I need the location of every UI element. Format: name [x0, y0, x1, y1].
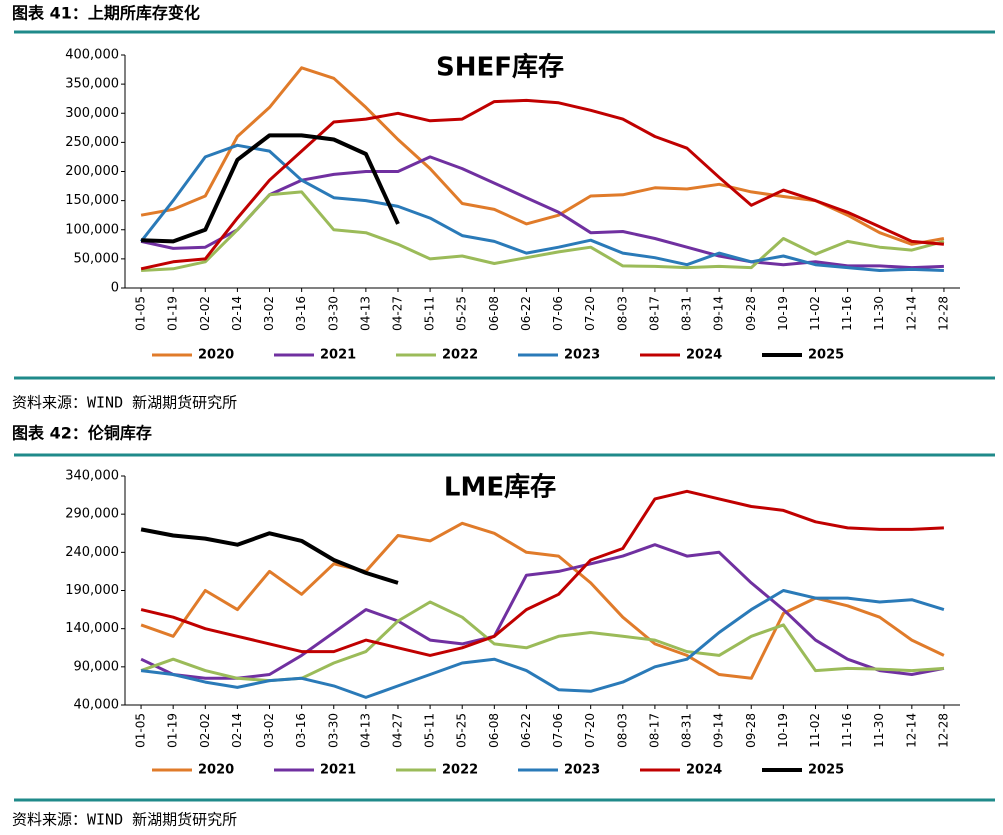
- y-tick-label: 300,000: [65, 106, 119, 121]
- x-tick-label: 02-02: [198, 296, 212, 331]
- y-tick-label: 40,000: [74, 698, 120, 713]
- x-tick-label: 03-16: [294, 296, 308, 331]
- series-line: [140, 98, 945, 271]
- x-tick-label: 09-14: [712, 713, 726, 748]
- legend-label: 2021: [320, 348, 356, 363]
- series-line: [140, 589, 945, 699]
- legend-label: 2024: [686, 763, 722, 778]
- x-tick-label: 05-25: [455, 296, 469, 331]
- x-tick-label: 02-14: [230, 713, 244, 748]
- x-tick-label: 10-19: [776, 713, 790, 748]
- y-tick-label: 140,000: [65, 621, 119, 636]
- y-tick-label: 400,000: [65, 48, 119, 63]
- x-tick-label: 08-03: [615, 713, 629, 748]
- series-line: [141, 133, 400, 244]
- x-tick-label: 03-16: [294, 713, 308, 748]
- y-tick-label: 350,000: [65, 77, 119, 92]
- x-tick-label: 11-02: [808, 296, 822, 331]
- x-tick-label: 07-20: [583, 713, 597, 748]
- chart-title: SHEF库存: [436, 53, 564, 83]
- x-tick-label: 08-31: [680, 296, 694, 331]
- legend-label: 2024: [686, 348, 722, 363]
- x-tick-label: 12-28: [936, 713, 950, 748]
- x-tick-label: 04-27: [390, 296, 404, 331]
- x-tick-label: 12-28: [936, 296, 950, 331]
- x-tick-label: 11-30: [872, 296, 886, 331]
- x-tick-label: 08-03: [615, 296, 629, 331]
- x-tick-label: 05-25: [455, 713, 469, 748]
- x-tick-label: 01-05: [134, 713, 148, 748]
- x-tick-label: 06-22: [519, 713, 533, 748]
- x-tick-label: 09-14: [712, 296, 726, 331]
- x-tick-label: 01-19: [166, 713, 180, 748]
- x-tick-label: 08-17: [647, 296, 661, 331]
- series-line: [140, 489, 944, 657]
- x-tick-label: 11-16: [840, 296, 854, 331]
- legend-label: 2022: [442, 348, 478, 363]
- x-tick-label: 11-30: [872, 713, 886, 748]
- legend-label: 2023: [564, 348, 600, 363]
- x-tick-label: 04-13: [358, 713, 372, 748]
- legend-label: 2022: [442, 763, 478, 778]
- x-tick-label: 10-19: [776, 296, 790, 331]
- source: 资料来源：WIND 新湖期货研究所: [12, 394, 237, 412]
- x-tick-label: 06-08: [487, 296, 501, 331]
- legend-label: 2023: [564, 763, 600, 778]
- x-tick-label: 12-14: [904, 713, 918, 748]
- series-line: [140, 521, 945, 680]
- x-tick-label: 06-08: [487, 713, 501, 748]
- y-tick-label: 0: [111, 281, 119, 296]
- series-line: [139, 143, 944, 272]
- x-tick-label: 03-02: [262, 713, 276, 748]
- legend-label: 2025: [808, 348, 844, 363]
- y-tick-label: 200,000: [65, 164, 119, 179]
- x-tick-label: 11-02: [808, 713, 822, 748]
- x-tick-label: 09-28: [744, 713, 758, 748]
- series-line: [140, 543, 945, 680]
- series-line: [140, 66, 945, 246]
- y-tick-label: 90,000: [74, 659, 120, 674]
- legend-label: 2020: [198, 348, 234, 363]
- y-tick-label: 340,000: [65, 469, 119, 484]
- x-tick-label: 09-28: [744, 296, 758, 331]
- x-tick-label: 03-30: [326, 296, 340, 331]
- figure-label: 图表 41：上期所库存变化: [12, 4, 200, 23]
- series-line: [140, 527, 399, 585]
- legend-label: 2025: [808, 763, 844, 778]
- chart-title: LME库存: [444, 473, 556, 503]
- x-tick-label: 07-06: [551, 713, 565, 748]
- y-tick-label: 150,000: [65, 193, 119, 208]
- x-tick-label: 08-31: [680, 713, 694, 748]
- x-tick-label: 05-11: [423, 713, 437, 748]
- x-tick-label: 06-22: [519, 296, 533, 331]
- x-tick-label: 08-17: [647, 713, 661, 748]
- x-tick-label: 03-02: [262, 296, 276, 331]
- series-line: [141, 190, 945, 272]
- x-tick-label: 05-11: [423, 296, 437, 331]
- x-tick-label: 11-16: [840, 713, 854, 748]
- y-tick-label: 190,000: [65, 583, 119, 598]
- x-tick-label: 07-06: [551, 296, 565, 331]
- x-tick-label: 04-13: [358, 296, 372, 331]
- y-tick-label: 50,000: [74, 251, 120, 266]
- x-tick-label: 01-19: [166, 296, 180, 331]
- y-tick-label: 290,000: [65, 507, 119, 522]
- x-tick-label: 12-14: [904, 296, 918, 331]
- y-tick-label: 240,000: [65, 545, 119, 560]
- y-tick-label: 250,000: [65, 135, 119, 150]
- figure-label: 图表 42：伦铜库存: [12, 424, 152, 443]
- source: 资料来源：WIND 新湖期货研究所: [12, 811, 237, 829]
- x-tick-label: 04-27: [390, 713, 404, 748]
- x-tick-label: 02-02: [198, 713, 212, 748]
- x-tick-label: 01-05: [134, 296, 148, 331]
- legend-label: 2021: [320, 763, 356, 778]
- x-tick-label: 02-14: [230, 296, 244, 331]
- x-tick-label: 07-20: [583, 296, 597, 331]
- x-tick-label: 03-30: [326, 713, 340, 748]
- y-tick-label: 100,000: [65, 222, 119, 237]
- legend-label: 2020: [198, 763, 234, 778]
